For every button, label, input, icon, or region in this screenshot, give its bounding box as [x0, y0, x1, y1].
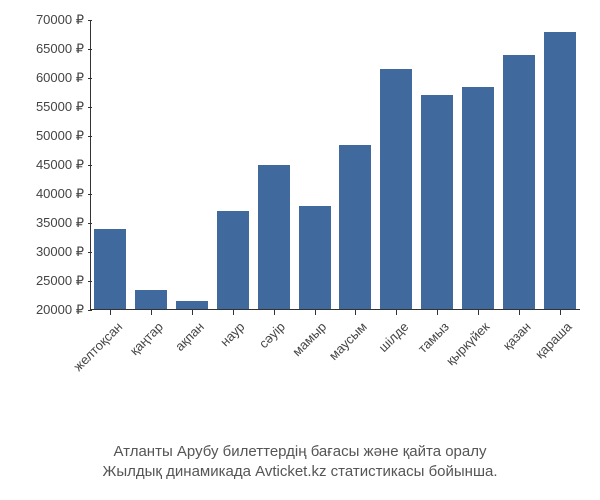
- x-tick-mark: [560, 310, 561, 315]
- x-tick-mark: [396, 310, 397, 315]
- chart-caption: Атланты Арубу билеттердің бағасы және қа…: [0, 442, 600, 483]
- x-axis-line: [90, 309, 580, 310]
- y-tick-label: 20000 ₽: [36, 302, 84, 318]
- x-tick-label: маусым: [326, 319, 370, 363]
- y-tick-label: 30000 ₽: [36, 244, 84, 260]
- y-tick-label: 65000 ₽: [36, 41, 84, 57]
- y-tick-label: 40000 ₽: [36, 186, 84, 202]
- x-tick-label: мамыр: [289, 319, 329, 359]
- plot-area: [90, 20, 580, 310]
- bar: [544, 32, 576, 310]
- x-tick-label: шілде: [375, 319, 411, 355]
- bar: [421, 95, 453, 310]
- x-tick-label: ақпан: [172, 319, 207, 354]
- bar: [258, 165, 290, 310]
- bar: [217, 211, 249, 310]
- y-tick-label: 70000 ₽: [36, 12, 84, 28]
- y-tick-label: 25000 ₽: [36, 273, 84, 289]
- x-tick-mark: [151, 310, 152, 315]
- bars-group: [90, 20, 580, 310]
- bar: [135, 290, 167, 310]
- bar: [299, 206, 331, 310]
- bar: [503, 55, 535, 310]
- y-tick-label: 35000 ₽: [36, 215, 84, 231]
- chart-container: 20000 ₽ 25000 ₽ 30000 ₽ 35000 ₽ 40000 ₽ 45000…: [10, 10, 590, 390]
- x-tick-label: қараша: [532, 319, 574, 361]
- bar: [380, 69, 412, 310]
- x-tick-mark: [437, 310, 438, 315]
- bar: [339, 145, 371, 310]
- caption-line-2: Жылдық динамикада Avticket.kz статистика…: [0, 462, 600, 482]
- x-tick-mark: [315, 310, 316, 315]
- y-tick-label: 45000 ₽: [36, 157, 84, 173]
- y-tick-label: 50000 ₽: [36, 128, 84, 144]
- y-tick-label: 60000 ₽: [36, 70, 84, 86]
- bar: [462, 87, 494, 310]
- x-tick-mark: [355, 310, 356, 315]
- x-axis-labels: желтоқсанқаңтарақпаннаурсәуірмамырмаусым…: [90, 315, 580, 405]
- x-tick-mark: [233, 310, 234, 315]
- x-tick-mark: [110, 310, 111, 315]
- x-tick-mark: [192, 310, 193, 315]
- x-tick-mark: [274, 310, 275, 315]
- caption-line-1: Атланты Арубу билеттердің бағасы және қа…: [0, 442, 600, 462]
- x-tick-label: қазан: [499, 319, 533, 353]
- x-tick-label: тамыз: [415, 319, 452, 356]
- x-tick-mark: [519, 310, 520, 315]
- x-tick-label: сәуір: [256, 319, 288, 351]
- x-tick-label: наур: [217, 319, 247, 349]
- bar: [94, 229, 126, 310]
- x-tick-label: желтоқсан: [70, 319, 125, 374]
- y-axis: 20000 ₽25000 ₽30000 ₽35000 ₽40000 ₽45000…: [10, 20, 88, 310]
- y-tick-mark: [88, 310, 92, 311]
- y-tick-label: 55000 ₽: [36, 99, 84, 115]
- x-tick-label: қыркүйек: [443, 319, 492, 368]
- x-tick-label: қаңтар: [127, 319, 166, 358]
- x-tick-mark: [478, 310, 479, 315]
